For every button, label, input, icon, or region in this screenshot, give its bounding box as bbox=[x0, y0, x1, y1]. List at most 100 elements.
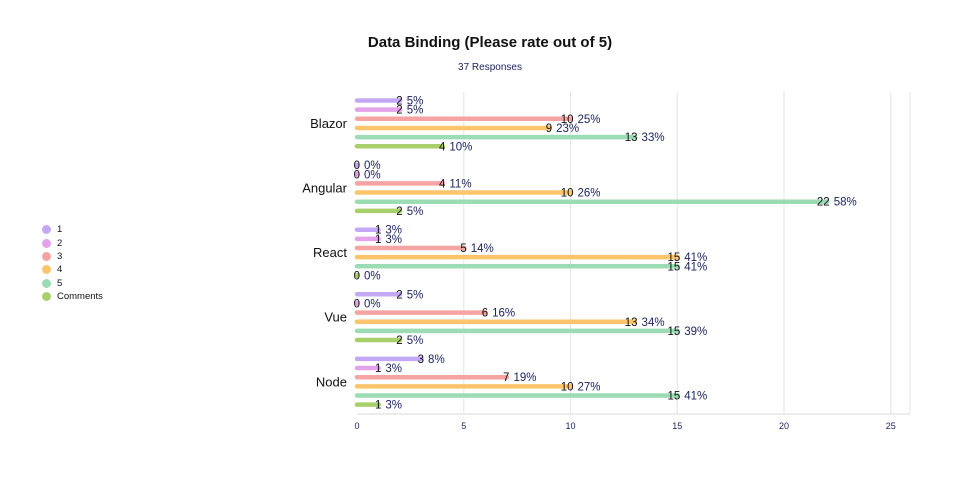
legend-label: 3 bbox=[57, 250, 63, 262]
data-label-count: 10 bbox=[561, 188, 574, 200]
bar-end-dot bbox=[503, 374, 510, 380]
data-label-percent: 27% bbox=[578, 381, 601, 393]
data-label-percent: 5% bbox=[407, 289, 424, 301]
x-tick-label: 10 bbox=[565, 421, 575, 431]
x-tick-label: 15 bbox=[672, 421, 682, 431]
data-label-count: 13 bbox=[625, 132, 638, 144]
data-label-count: 2 bbox=[396, 206, 402, 218]
data-label-percent: 0% bbox=[364, 160, 381, 172]
bar-end-dot bbox=[397, 208, 403, 214]
data-label-count: 2 bbox=[396, 289, 402, 301]
bar-end-dot bbox=[375, 402, 381, 408]
data-label-percent: 26% bbox=[578, 188, 601, 200]
data-label-percent: 14% bbox=[471, 243, 494, 255]
data-label-count: 1 bbox=[375, 225, 381, 237]
bar-end-dot bbox=[418, 356, 424, 362]
legend-label: 2 bbox=[57, 237, 63, 249]
data-label-percent: 5% bbox=[407, 105, 424, 117]
data-label-percent: 41% bbox=[684, 252, 707, 264]
data-label-count: 3 bbox=[418, 354, 424, 366]
data-label-percent: 3% bbox=[385, 234, 402, 246]
data-label-count: 15 bbox=[667, 261, 680, 273]
data-label-count: 0 bbox=[354, 298, 360, 310]
data-label-percent: 16% bbox=[492, 308, 515, 320]
bar-end-dot bbox=[631, 319, 638, 325]
bar-end-dot bbox=[461, 245, 467, 251]
data-label-count: 1 bbox=[375, 234, 381, 246]
data-label-percent: 34% bbox=[642, 317, 665, 329]
legend: 1 2 3 4 5 Comments bbox=[42, 223, 103, 303]
bar-end-dot bbox=[674, 263, 680, 269]
data-label-count: 15 bbox=[667, 391, 680, 403]
data-label-count: 22 bbox=[817, 197, 830, 209]
legend-label: 4 bbox=[57, 264, 63, 276]
data-label-percent: 11% bbox=[449, 178, 471, 190]
legend-label: 5 bbox=[57, 277, 63, 289]
data-label-percent: 5% bbox=[407, 206, 424, 218]
data-label-percent: 23% bbox=[556, 123, 579, 135]
data-label-count: 10 bbox=[561, 114, 574, 126]
data-label-count: 9 bbox=[546, 123, 552, 135]
data-label-percent: 19% bbox=[513, 372, 536, 384]
data-label-percent: 10% bbox=[449, 141, 472, 153]
data-label-count: 10 bbox=[561, 381, 574, 393]
chart-subtitle: 37 Responses bbox=[458, 62, 522, 73]
legend-swatch bbox=[42, 265, 51, 275]
x-tick-label: 20 bbox=[779, 421, 789, 431]
data-label-count: 2 bbox=[396, 96, 402, 108]
bar-end-dot bbox=[397, 107, 403, 113]
bar-end-dot bbox=[824, 199, 830, 205]
data-label-count: 0 bbox=[354, 270, 360, 282]
legend-swatch bbox=[42, 238, 51, 248]
data-label-percent: 0% bbox=[364, 298, 381, 310]
legend-item: 1 bbox=[42, 223, 103, 236]
legend-label: Comments bbox=[57, 291, 103, 303]
bar-end-dot bbox=[439, 180, 445, 186]
category-label: Vue bbox=[324, 310, 347, 325]
bar-end-dot bbox=[354, 272, 360, 279]
category-label: React bbox=[313, 245, 347, 260]
bar-end-dot bbox=[354, 300, 360, 307]
bar-end-dot bbox=[397, 337, 403, 343]
data-label-percent: 3% bbox=[385, 400, 402, 412]
data-label-count: 7 bbox=[503, 372, 509, 384]
legend-item: 4 bbox=[42, 263, 103, 276]
data-label-count: 15 bbox=[667, 326, 680, 338]
bar-end-dot bbox=[354, 171, 360, 177]
bar-end-dot bbox=[397, 291, 403, 297]
data-label-percent: 58% bbox=[834, 197, 857, 209]
data-label-count: 1 bbox=[375, 363, 381, 375]
bar-end-dot bbox=[674, 392, 680, 399]
x-tick-label: 25 bbox=[886, 421, 896, 431]
data-label-percent: 5% bbox=[407, 335, 424, 347]
category-label: Blazor bbox=[310, 116, 348, 131]
category-label: Angular bbox=[302, 180, 347, 195]
legend-swatch bbox=[42, 251, 51, 261]
bar-end-dot bbox=[397, 97, 403, 104]
bar-end-dot bbox=[482, 310, 488, 316]
data-label-count: 4 bbox=[439, 141, 446, 153]
data-label-count: 13 bbox=[625, 317, 638, 329]
chart-title: Data Binding (Please rate out of 5) bbox=[367, 34, 613, 51]
data-label-count: 6 bbox=[482, 308, 488, 320]
data-label-percent: 25% bbox=[578, 114, 601, 126]
legend-item: 5 bbox=[42, 277, 103, 290]
category-label: Node bbox=[316, 374, 347, 389]
data-label-percent: 8% bbox=[428, 354, 445, 366]
bar-end-dot bbox=[567, 116, 574, 122]
data-label-count: 0 bbox=[354, 169, 360, 181]
data-label-count: 15 bbox=[667, 252, 680, 264]
bar-end-dot bbox=[674, 328, 680, 334]
bar-end-dot bbox=[631, 134, 638, 140]
bar-end-dot bbox=[375, 236, 381, 242]
data-label-count: 2 bbox=[396, 105, 402, 117]
data-label-percent: 3% bbox=[385, 225, 402, 237]
x-tick-label: 0 bbox=[354, 421, 359, 431]
data-label-percent: 39% bbox=[684, 326, 707, 338]
data-label-percent: 33% bbox=[642, 132, 665, 144]
legend-item: 2 bbox=[42, 236, 103, 249]
bar-end-dot bbox=[567, 383, 574, 389]
bar-end-dot bbox=[567, 189, 574, 196]
data-label-count: 5 bbox=[460, 243, 466, 255]
